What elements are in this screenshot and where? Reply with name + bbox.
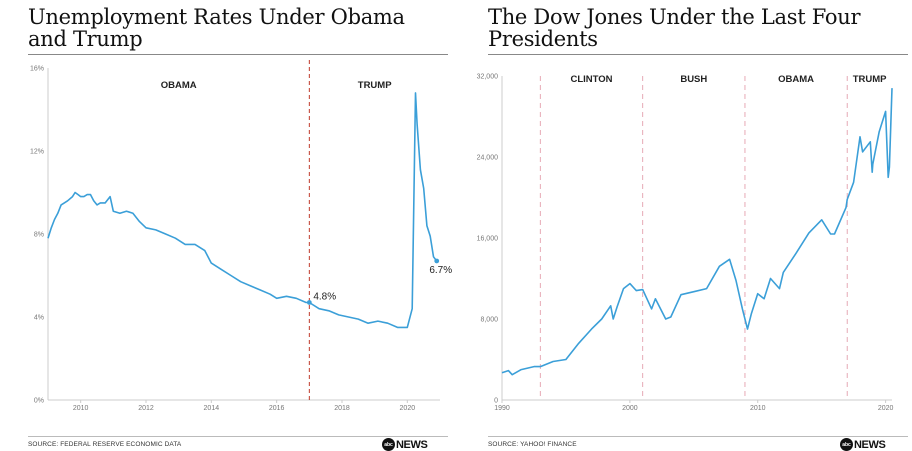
x-tick-label: 2010 xyxy=(73,405,89,412)
era-label: OBAMA xyxy=(778,74,814,85)
footer-divider xyxy=(488,436,908,437)
chart-title: Unemployment Rates Under Obama and Trump xyxy=(28,5,405,51)
x-tick-label: 1990 xyxy=(494,405,510,412)
news-logo-word: NEWS xyxy=(854,438,886,451)
y-tick-label: 8,000 xyxy=(480,317,498,324)
source-note: SOURCE: FEDERAL RESERVE ECONOMIC DATA xyxy=(28,441,182,448)
chart-title: The Dow Jones Under the Last Four Presid… xyxy=(488,5,861,51)
source-note: SOURCE: YAHOO! FINANCE xyxy=(488,441,577,448)
abc-logo-mark: abc xyxy=(840,438,853,451)
x-tick-label: 2016 xyxy=(269,405,285,412)
x-tick-label: 2000 xyxy=(622,405,638,412)
era-label: TRUMP xyxy=(853,74,887,85)
unemployment-line-chart: 0% 4% 8% 12% 16% 2010 2012 2014 2016 2018 2020 OBAM… xyxy=(30,60,452,412)
x-tick-label: 2018 xyxy=(334,405,350,412)
era-label: OBAMA xyxy=(161,80,197,91)
y-tick-label: 12% xyxy=(30,149,44,156)
dow-jones-chart-panel: The Dow Jones Under the Last Four Presid… xyxy=(470,0,912,451)
era-label: CLINTON xyxy=(570,74,612,85)
x-tick-label: 2010 xyxy=(750,405,766,412)
x-tick-label: 2020 xyxy=(878,405,894,412)
annotation-point xyxy=(434,258,440,264)
annotation-label: 4.8% xyxy=(313,291,336,302)
footer-divider xyxy=(28,436,448,437)
title-divider xyxy=(28,54,448,55)
data-series-line xyxy=(47,92,438,329)
y-tick-label: 24,000 xyxy=(477,155,499,162)
era-label: BUSH xyxy=(680,74,707,85)
y-tick-label: 0% xyxy=(34,398,44,405)
x-tick-label: 2020 xyxy=(400,405,416,412)
y-tick-label: 0 xyxy=(494,398,498,405)
x-tick-label: 2012 xyxy=(138,405,154,412)
annotation-label: 6.7% xyxy=(429,265,452,276)
x-tick-label: 2014 xyxy=(204,405,220,412)
title-divider xyxy=(488,54,908,55)
dow-jones-line-chart: 0 8,000 16,000 24,000 32,000 1990 2000 2010 2020… xyxy=(477,74,894,413)
y-tick-label: 16,000 xyxy=(477,236,499,243)
era-label: TRUMP xyxy=(358,80,392,91)
unemployment-chart-panel: Unemployment Rates Under Obama and Trump… xyxy=(0,0,452,451)
data-series-line xyxy=(501,88,893,376)
y-tick-label: 4% xyxy=(34,315,44,322)
y-tick-label: 32,000 xyxy=(477,74,499,81)
abc-logo-mark: abc xyxy=(382,438,395,451)
abc-news-logo: abc NEWS xyxy=(382,438,428,451)
y-tick-label: 16% xyxy=(30,66,44,73)
abc-news-logo: abc NEWS xyxy=(840,438,886,451)
news-logo-word: NEWS xyxy=(396,438,428,451)
annotation-point xyxy=(306,300,312,305)
y-tick-label: 8% xyxy=(34,232,44,239)
